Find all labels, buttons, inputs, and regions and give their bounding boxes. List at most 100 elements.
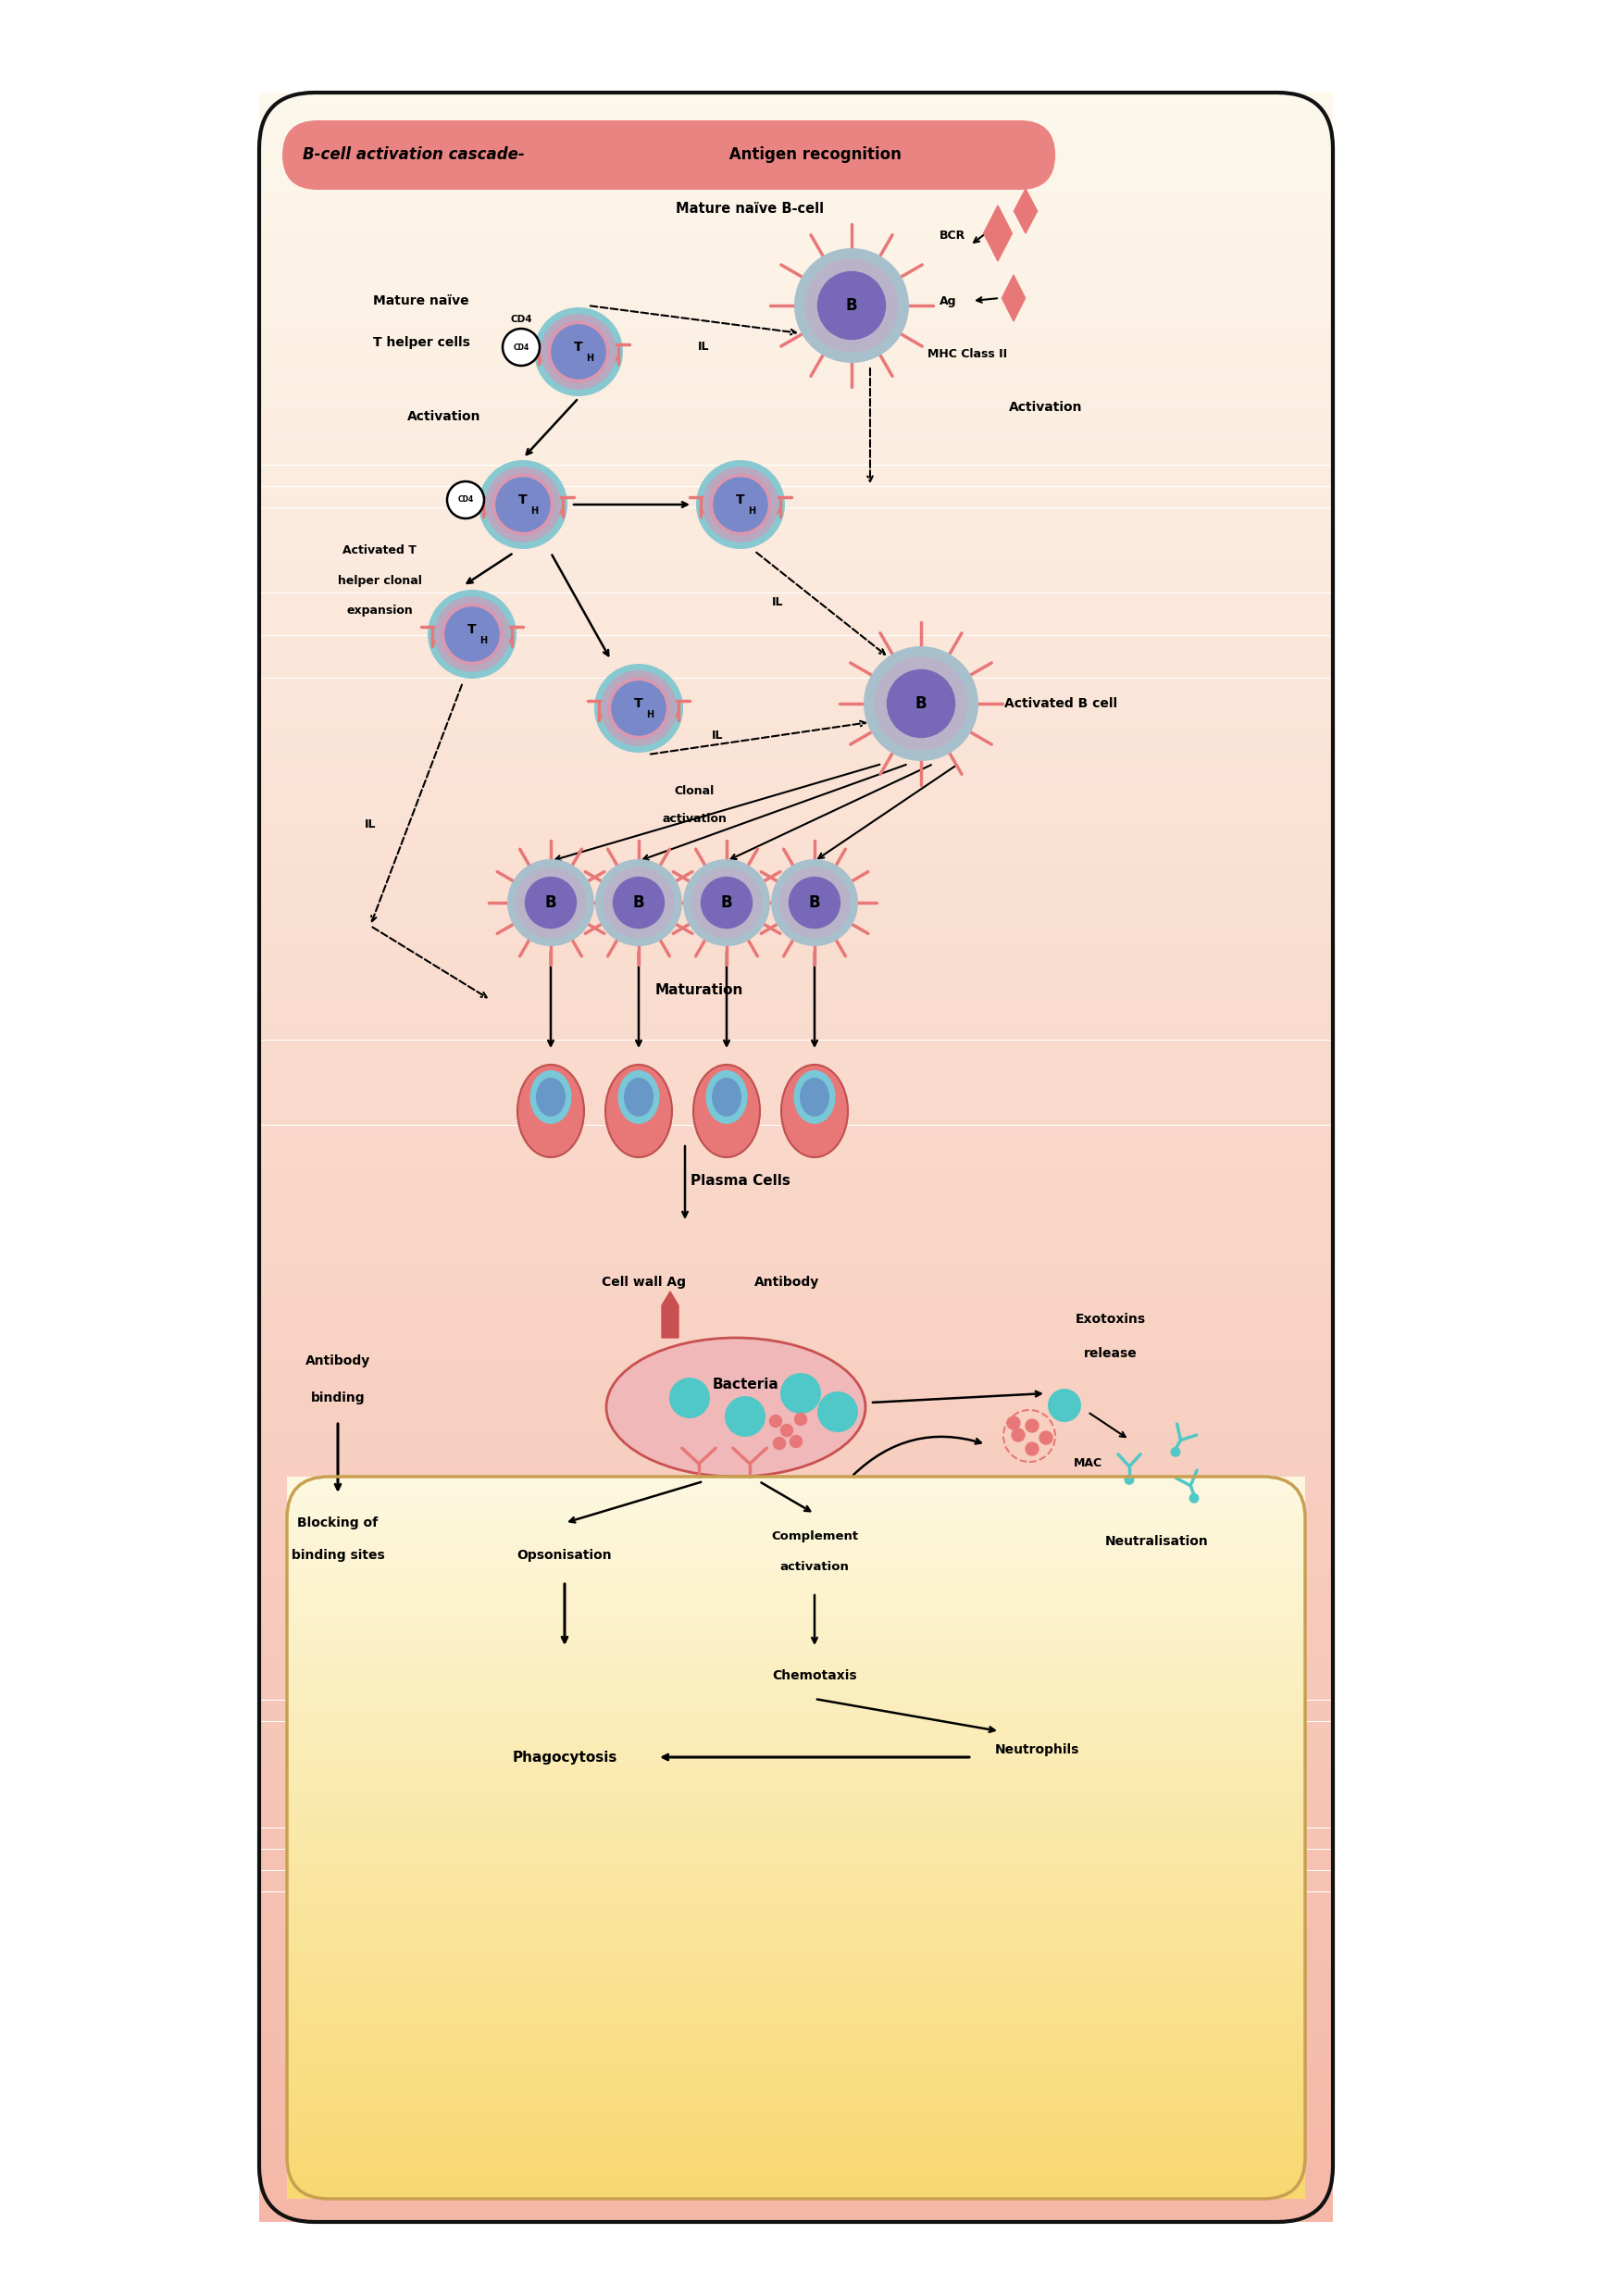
Bar: [286, 1736, 1306, 1740]
Ellipse shape: [618, 1070, 660, 1125]
Bar: [259, 1210, 1333, 1221]
Bar: [259, 1828, 1333, 1839]
Bar: [259, 859, 1333, 870]
Bar: [259, 411, 1333, 422]
Ellipse shape: [712, 1077, 741, 1116]
Bar: [259, 188, 1333, 200]
Bar: [286, 2170, 1306, 2174]
Bar: [286, 2055, 1306, 2057]
Bar: [286, 2149, 1306, 2151]
Bar: [286, 1665, 1306, 1667]
Bar: [259, 1988, 1333, 1998]
Ellipse shape: [781, 1065, 848, 1157]
Bar: [286, 2193, 1306, 2195]
Bar: [286, 1596, 1306, 1600]
Circle shape: [670, 1378, 710, 1419]
Circle shape: [788, 877, 841, 930]
Bar: [286, 1906, 1306, 1910]
Bar: [259, 1998, 1333, 2009]
Bar: [259, 1520, 1333, 1529]
Text: Neutrophils: Neutrophils: [995, 1743, 1079, 1756]
Text: helper clonal: helper clonal: [338, 576, 422, 588]
Bar: [286, 1678, 1306, 1683]
Bar: [286, 1887, 1306, 1892]
Bar: [259, 1093, 1333, 1104]
Bar: [259, 1263, 1333, 1274]
Text: T: T: [634, 698, 642, 709]
Bar: [259, 1286, 1333, 1295]
Text: B: B: [545, 895, 557, 912]
Bar: [286, 2043, 1306, 2048]
Bar: [259, 774, 1333, 785]
Bar: [259, 1701, 1333, 1711]
Circle shape: [613, 877, 665, 930]
Bar: [286, 1614, 1306, 1616]
Bar: [259, 2041, 1333, 2053]
Text: Mature naïve: Mature naïve: [374, 294, 469, 308]
Bar: [259, 519, 1333, 528]
Bar: [286, 1557, 1306, 1559]
Bar: [259, 507, 1333, 519]
Ellipse shape: [536, 1077, 566, 1116]
Bar: [259, 625, 1333, 636]
Bar: [286, 1961, 1306, 1963]
Bar: [286, 2000, 1306, 2004]
Bar: [286, 1499, 1306, 1502]
Circle shape: [781, 1424, 793, 1437]
Circle shape: [794, 248, 909, 363]
Bar: [259, 2200, 1333, 2211]
Bar: [286, 1828, 1306, 1830]
Bar: [286, 2069, 1306, 2073]
Bar: [259, 381, 1333, 390]
Text: Neutralisation: Neutralisation: [1105, 1536, 1209, 1548]
Bar: [286, 2089, 1306, 2094]
Bar: [286, 1963, 1306, 1968]
Bar: [286, 1892, 1306, 1896]
Bar: [286, 1694, 1306, 1697]
Bar: [259, 1137, 1333, 1146]
Circle shape: [790, 1435, 803, 1446]
Bar: [286, 1481, 1306, 1483]
Bar: [286, 2105, 1306, 2108]
Bar: [259, 592, 1333, 604]
Text: Clonal: Clonal: [675, 785, 714, 797]
Bar: [286, 1671, 1306, 1676]
Bar: [259, 1593, 1333, 1605]
Bar: [259, 1913, 1333, 1924]
Bar: [286, 1651, 1306, 1653]
Bar: [286, 1917, 1306, 1922]
Bar: [286, 1936, 1306, 1938]
Bar: [259, 1169, 1333, 1178]
Bar: [286, 1885, 1306, 1887]
Bar: [259, 1476, 1333, 1488]
Bar: [286, 2032, 1306, 2037]
Bar: [259, 156, 1333, 168]
Bar: [286, 1798, 1306, 1802]
Bar: [286, 1570, 1306, 1575]
Text: Phagocytosis: Phagocytosis: [513, 1750, 616, 1763]
Text: B: B: [916, 696, 927, 712]
Bar: [259, 1807, 1333, 1818]
Bar: [259, 1201, 1333, 1210]
Bar: [286, 2124, 1306, 2126]
Bar: [259, 912, 1333, 923]
Bar: [259, 976, 1333, 987]
Text: binding sites: binding sites: [291, 1550, 385, 1561]
Bar: [259, 92, 1333, 103]
Bar: [259, 1104, 1333, 1114]
Bar: [286, 1658, 1306, 1660]
Bar: [259, 1072, 1333, 1084]
Circle shape: [794, 1414, 807, 1426]
Bar: [259, 902, 1333, 912]
Bar: [286, 1584, 1306, 1589]
Bar: [259, 241, 1333, 253]
Bar: [286, 1949, 1306, 1954]
Bar: [259, 2170, 1333, 2179]
Text: Blocking of: Blocking of: [298, 1515, 379, 1529]
Bar: [259, 2073, 1333, 2082]
Bar: [259, 338, 1333, 349]
Bar: [259, 2053, 1333, 2062]
Bar: [286, 2156, 1306, 2158]
Bar: [286, 1515, 1306, 1520]
Bar: [286, 1527, 1306, 1531]
